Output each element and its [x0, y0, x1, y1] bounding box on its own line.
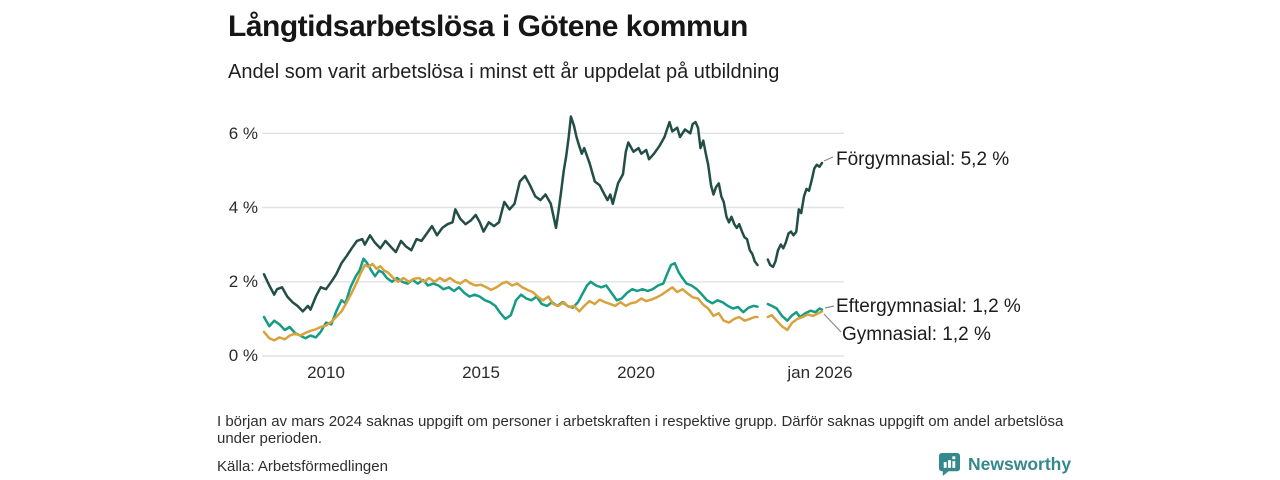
- source-attribution: Källa: Arbetsförmedlingen: [217, 458, 388, 475]
- x-axis-tick-2010: 2010: [307, 363, 345, 382]
- chart-footnote: I början av mars 2024 saknas uppgift om …: [217, 413, 1064, 447]
- series-end-label-eftergymnasial: Eftergymnasial: 1,2 %: [836, 296, 1021, 317]
- chart-title: Långtidsarbetslösa i Götene kommun: [228, 10, 748, 43]
- newsworthy-chart-bubble-icon: [938, 452, 961, 476]
- chart-subtitle: Andel som varit arbetslösa i minst ett å…: [228, 61, 780, 83]
- y-axis-tick-2: 2 %: [228, 272, 258, 291]
- x-axis-tick-jan2026: jan 2026: [787, 363, 853, 382]
- y-axis-tick-4: 4 %: [228, 198, 258, 217]
- x-axis-tick-2015: 2015: [462, 363, 500, 382]
- x-axis-tick-2020: 2020: [617, 363, 655, 382]
- series-end-label-forgymnasial: Förgymnasial: 5,2 %: [836, 149, 1010, 170]
- y-axis-tick-6: 6 %: [228, 124, 258, 143]
- newsworthy-wordmark: Newsworthy: [968, 453, 1072, 474]
- y-axis-tick-0: 0 %: [228, 346, 258, 365]
- newsworthy-logo: Newsworthy: [938, 452, 1071, 476]
- series-end-label-gymnasial: Gymnasial: 1,2 %: [842, 324, 991, 345]
